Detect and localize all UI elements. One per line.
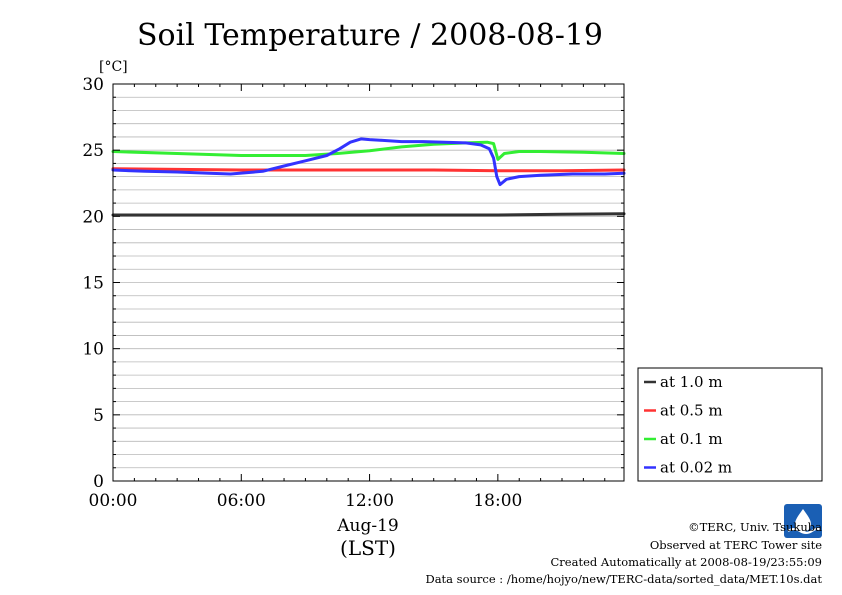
wave-icon — [787, 527, 821, 534]
legend-label: at 0.5 m — [660, 402, 723, 420]
y-tick-label: 10 — [82, 340, 104, 360]
legend-label: at 1.0 m — [660, 373, 723, 391]
y-tick-label: 25 — [82, 141, 104, 161]
water-drop-icon — [795, 509, 811, 532]
footer-created: Created Automatically at 2008-08-19/23:5… — [551, 555, 823, 569]
series-line-2 — [111, 140, 626, 161]
x-tick-label: 18:00 — [473, 491, 522, 511]
legend-label: at 0.1 m — [660, 430, 723, 448]
y-tick-label: 30 — [82, 75, 104, 95]
x-tick-label: 12:00 — [345, 491, 394, 511]
series-line-1 — [111, 167, 626, 173]
x-tick-label: 06:00 — [217, 491, 266, 511]
y-tick-label: 20 — [82, 207, 104, 227]
series-lines — [111, 137, 626, 217]
series-line-3 — [111, 137, 626, 187]
x-tick-label: 00:00 — [89, 491, 138, 511]
x-axis-timezone-label: (LST) — [340, 536, 396, 560]
legend-box — [637, 367, 823, 482]
chart-title: Soil Temperature / 2008-08-19 — [137, 18, 603, 53]
series-line-0 — [111, 212, 626, 217]
footer-data-source: Data source : /home/hojyo/new/TERC-data/… — [425, 572, 822, 586]
x-axis-date-label: Aug-19 — [336, 516, 398, 536]
x-axis-ticks: 00:00 06:00 12:00 18:00 — [89, 84, 606, 511]
footer-observed: Observed at TERC Tower site — [650, 538, 822, 552]
legend-label: at 0.02 m — [660, 459, 732, 477]
y-axis-ticks: 0 5 10 15 20 25 30 — [82, 75, 624, 492]
y-axis-unit-label: [°C] — [99, 59, 128, 75]
footer-copyright: ©TERC, Univ. Tsukuba — [688, 520, 822, 534]
terc-logo — [784, 504, 822, 538]
legend: at 1.0 m at 0.5 m at 0.1 m at 0.02 m — [637, 367, 823, 482]
y-tick-label: 0 — [93, 472, 104, 492]
y-tick-label: 15 — [82, 274, 104, 294]
y-tick-label: 5 — [93, 406, 104, 426]
